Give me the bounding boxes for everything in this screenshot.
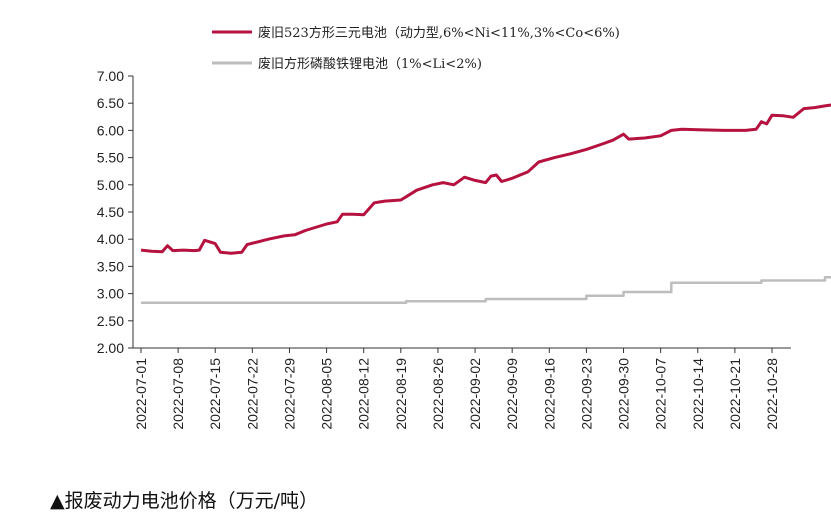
legend: 废旧523方形三元电池（动力型,6%<Ni<11%,3%<Co<6%) 废旧方形… (212, 25, 620, 72)
legend-label-series-1: 废旧523方形三元电池（动力型,6%<Ni<11%,3%<Co<6%) (258, 25, 620, 41)
x-tick-label: 2022-07-01 (133, 358, 149, 430)
y-tick-label: 6.00 (97, 122, 124, 138)
y-tick-label: 2.50 (97, 313, 124, 329)
series-line-ncm523-battery (140, 103, 831, 255)
x-tick-label: 2022-10-21 (727, 358, 743, 430)
y-tick-label: 4.00 (97, 231, 124, 247)
y-tick-label: 3.50 (97, 258, 124, 274)
x-tick-label: 2022-10-14 (690, 358, 706, 430)
y-tick-label: 6.50 (97, 95, 124, 111)
plot-area (140, 103, 831, 305)
x-tick-label: 2022-08-05 (319, 358, 335, 430)
legend-label-series-2: 废旧方形磷酸铁锂电池（1%<Li<2%) (258, 56, 482, 72)
y-tick-label: 4.50 (97, 204, 124, 220)
x-tick-label: 2022-07-15 (207, 358, 223, 430)
x-tick-label: 2022-10-07 (653, 358, 669, 430)
series-line-lfp-battery (141, 276, 831, 305)
y-axis-ticks: 7.00 6.50 6.00 5.50 5.00 4.50 4.00 3.50 3.00 2.50… (97, 68, 133, 356)
x-tick-label: 2022-08-26 (430, 358, 446, 430)
x-tick-label: 2022-10-28 (764, 358, 780, 430)
x-tick-label: 2022-08-12 (356, 358, 372, 430)
y-tick-label: 5.00 (97, 177, 124, 193)
x-tick-label: 2022-09-16 (541, 358, 557, 430)
x-tick-label: 2022-07-08 (170, 358, 186, 430)
x-tick-label: 2022-08-19 (393, 358, 409, 430)
x-tick-label: 2022-09-30 (616, 358, 632, 430)
x-tick-label: 2022-09-02 (467, 358, 483, 430)
y-tick-label: 2.00 (97, 340, 124, 356)
x-tick-label: 2022-09-09 (504, 358, 520, 430)
axes (132, 76, 791, 349)
x-tick-label: 2022-07-22 (244, 358, 260, 430)
x-tick-label: 2022-09-23 (578, 358, 594, 430)
chart-caption: ▲报废动力电池价格（万元/吨） (50, 490, 319, 512)
x-axis-ticks: 2022-07-01 2022-07-08 2022-07-15 2022-07-22… (133, 348, 780, 430)
x-tick-label: 2022-07-29 (281, 358, 297, 430)
y-tick-label: 3.00 (97, 286, 124, 302)
y-tick-label: 5.50 (97, 150, 124, 166)
y-tick-label: 7.00 (97, 68, 124, 84)
